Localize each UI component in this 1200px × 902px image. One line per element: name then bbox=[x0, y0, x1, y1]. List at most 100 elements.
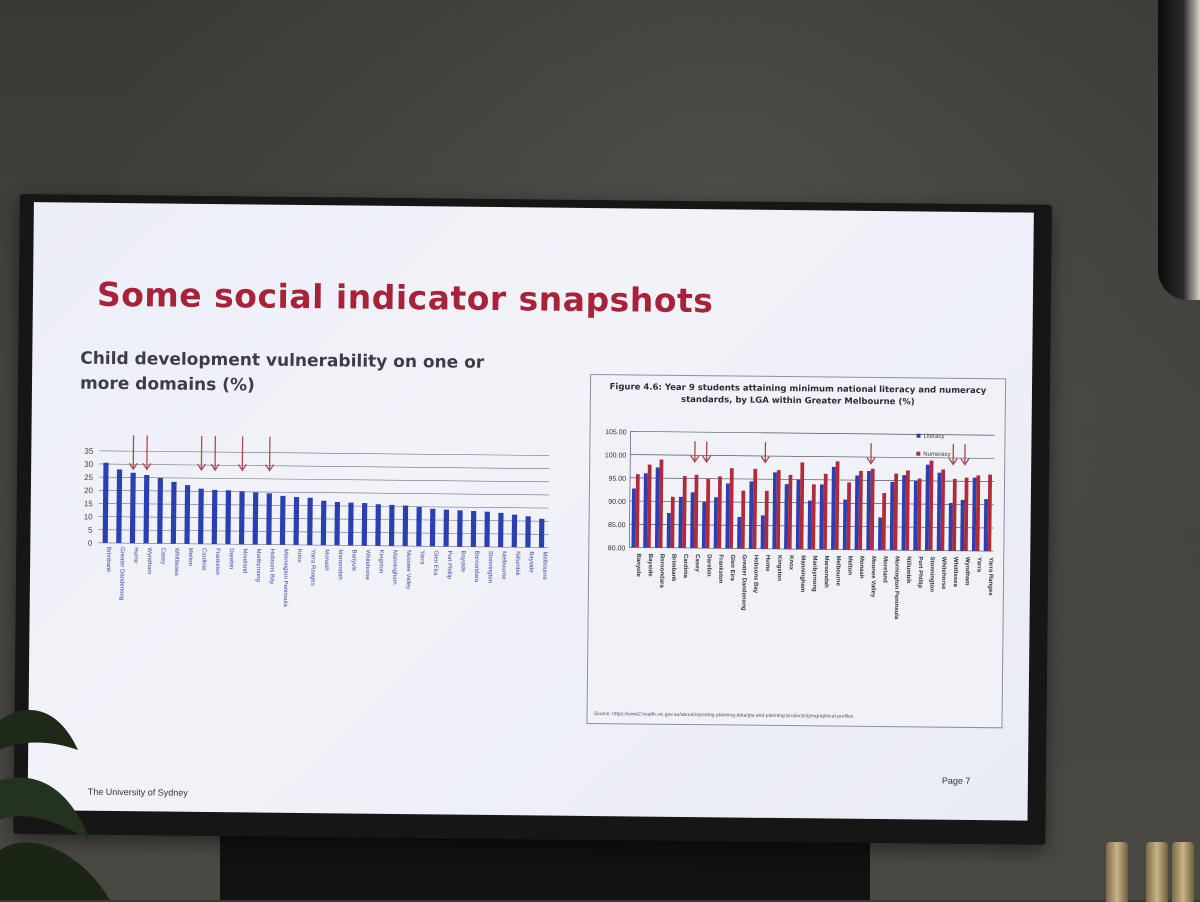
legend-swatch bbox=[916, 452, 920, 456]
bar-literacy bbox=[737, 517, 741, 549]
x-tick-label: Moreland bbox=[881, 556, 887, 583]
bar-numeracy bbox=[670, 497, 674, 548]
x-tick-label: Whittlesea bbox=[952, 557, 958, 588]
tv-bezel: Some social indicator snapshots Child de… bbox=[13, 194, 1052, 845]
gridline bbox=[99, 490, 549, 495]
x-tick-label: Wyndham bbox=[146, 547, 152, 574]
bar bbox=[403, 506, 409, 547]
bar-numeracy bbox=[952, 479, 957, 551]
bar-literacy bbox=[702, 502, 706, 548]
literacy-numeracy-figure: Figure 4.6: Year 9 students attaining mi… bbox=[586, 374, 1006, 728]
bar-literacy bbox=[855, 476, 860, 550]
bar bbox=[103, 463, 109, 543]
bar-literacy bbox=[890, 482, 894, 550]
bar-literacy bbox=[784, 484, 788, 549]
x-tick-label: Wyndham bbox=[964, 557, 970, 586]
x-tick-label: Darebin bbox=[228, 548, 234, 569]
bar-literacy bbox=[643, 473, 648, 547]
x-tick-label: Stonnington bbox=[487, 551, 493, 583]
x-tick-label: Greater Dandenong bbox=[118, 547, 125, 600]
y-tick-label: 20 bbox=[84, 486, 94, 495]
gridline bbox=[99, 464, 549, 469]
bar-literacy bbox=[843, 500, 847, 550]
bar bbox=[116, 469, 122, 543]
x-tick-label: Whittlesea bbox=[173, 548, 179, 577]
x-tick-label: Hume bbox=[764, 555, 770, 572]
bar bbox=[457, 510, 463, 546]
x-tick-label: Kingston bbox=[378, 550, 384, 573]
bar bbox=[443, 510, 449, 547]
x-tick-label: Casey bbox=[694, 554, 700, 572]
legend-swatch bbox=[916, 434, 920, 438]
bar-numeracy bbox=[976, 475, 981, 551]
x-tick-label: Port Phillip bbox=[446, 550, 452, 579]
source-url: https://www2.health.vic.gov.au/about/rep… bbox=[612, 711, 853, 720]
x-tick-label: Banyule bbox=[350, 549, 356, 571]
bar-literacy bbox=[690, 492, 694, 548]
x-tick-label: Melbourne bbox=[834, 556, 840, 587]
bar-numeracy bbox=[753, 469, 758, 549]
bar bbox=[484, 512, 490, 547]
y-tick-label: 10 bbox=[84, 512, 94, 521]
bottle bbox=[1172, 842, 1194, 902]
bar bbox=[171, 482, 177, 544]
x-tick-label: Cardinia bbox=[682, 554, 688, 579]
y-axis bbox=[629, 431, 630, 547]
y-tick-label: 5 bbox=[88, 526, 93, 535]
bar bbox=[539, 519, 544, 548]
legend-label: Numeracy bbox=[923, 452, 950, 458]
x-tick-label: Melbourne bbox=[541, 551, 547, 580]
x-tick-label: Glen Eira bbox=[432, 550, 438, 576]
bar-numeracy bbox=[706, 479, 710, 549]
y-tick-label: 85.00 bbox=[608, 522, 626, 529]
bottle bbox=[1106, 842, 1128, 902]
bar-numeracy bbox=[764, 491, 768, 549]
bar-literacy bbox=[725, 483, 729, 548]
left-chart-title: Child development vulnerability on one o… bbox=[80, 347, 511, 402]
x-tick-label: Maribyrnong bbox=[811, 555, 817, 592]
bar-literacy bbox=[960, 500, 964, 551]
x-tick-label: Yarra bbox=[975, 557, 981, 573]
x-tick-label: Boroondara bbox=[473, 551, 479, 583]
x-tick-label: Boroondara bbox=[658, 554, 664, 589]
bar bbox=[525, 516, 531, 547]
bar-numeracy bbox=[964, 478, 969, 551]
bar bbox=[307, 498, 313, 545]
x-tick-label: Moreland bbox=[241, 548, 247, 573]
x-tick-label: Brimbank bbox=[105, 547, 111, 573]
bar-literacy bbox=[948, 503, 952, 551]
x-tick-label: Banyule bbox=[635, 553, 641, 577]
bar-numeracy bbox=[882, 493, 886, 550]
bar-literacy bbox=[631, 488, 635, 547]
bar bbox=[416, 507, 422, 546]
bar-numeracy bbox=[987, 475, 992, 552]
x-tick-label: Frankston bbox=[717, 554, 723, 583]
x-tick-label: Maroondah bbox=[337, 549, 343, 579]
x-tick-label: Greater Dandenong bbox=[740, 555, 747, 611]
bar-numeracy bbox=[800, 462, 805, 549]
x-tick-label: Bayside bbox=[459, 551, 465, 573]
bar bbox=[362, 503, 368, 546]
x-tick-label: Moonee Valley bbox=[870, 556, 876, 598]
x-tick-label: Frankston bbox=[214, 548, 220, 575]
bar bbox=[212, 490, 218, 544]
x-tick-label: Brimbank bbox=[670, 554, 676, 582]
slide: Some social indicator snapshots Child de… bbox=[28, 202, 1034, 820]
bar bbox=[430, 509, 436, 547]
x-tick-label: Melbourne bbox=[500, 551, 506, 580]
x-tick-label: Monash bbox=[858, 556, 864, 579]
pendant-lamp bbox=[1158, 0, 1200, 300]
y-tick-label: 15 bbox=[84, 499, 94, 508]
y-tick-label: 90.00 bbox=[608, 499, 626, 506]
x-tick-label: Glen Eira bbox=[729, 554, 735, 581]
bar bbox=[280, 496, 286, 545]
x-tick-label: Bayside bbox=[528, 551, 534, 573]
x-tick-label: Whitehorse bbox=[940, 557, 946, 590]
x-tick-label: Nillumbik bbox=[514, 551, 520, 576]
bar-numeracy bbox=[729, 468, 734, 548]
x-tick-label: Manningham bbox=[799, 555, 805, 592]
bar bbox=[143, 475, 149, 543]
figure-source: Source: https://www2.health.vic.gov.au/a… bbox=[594, 711, 994, 721]
x-tick-label: Bayside bbox=[647, 554, 653, 578]
bar bbox=[293, 497, 299, 545]
